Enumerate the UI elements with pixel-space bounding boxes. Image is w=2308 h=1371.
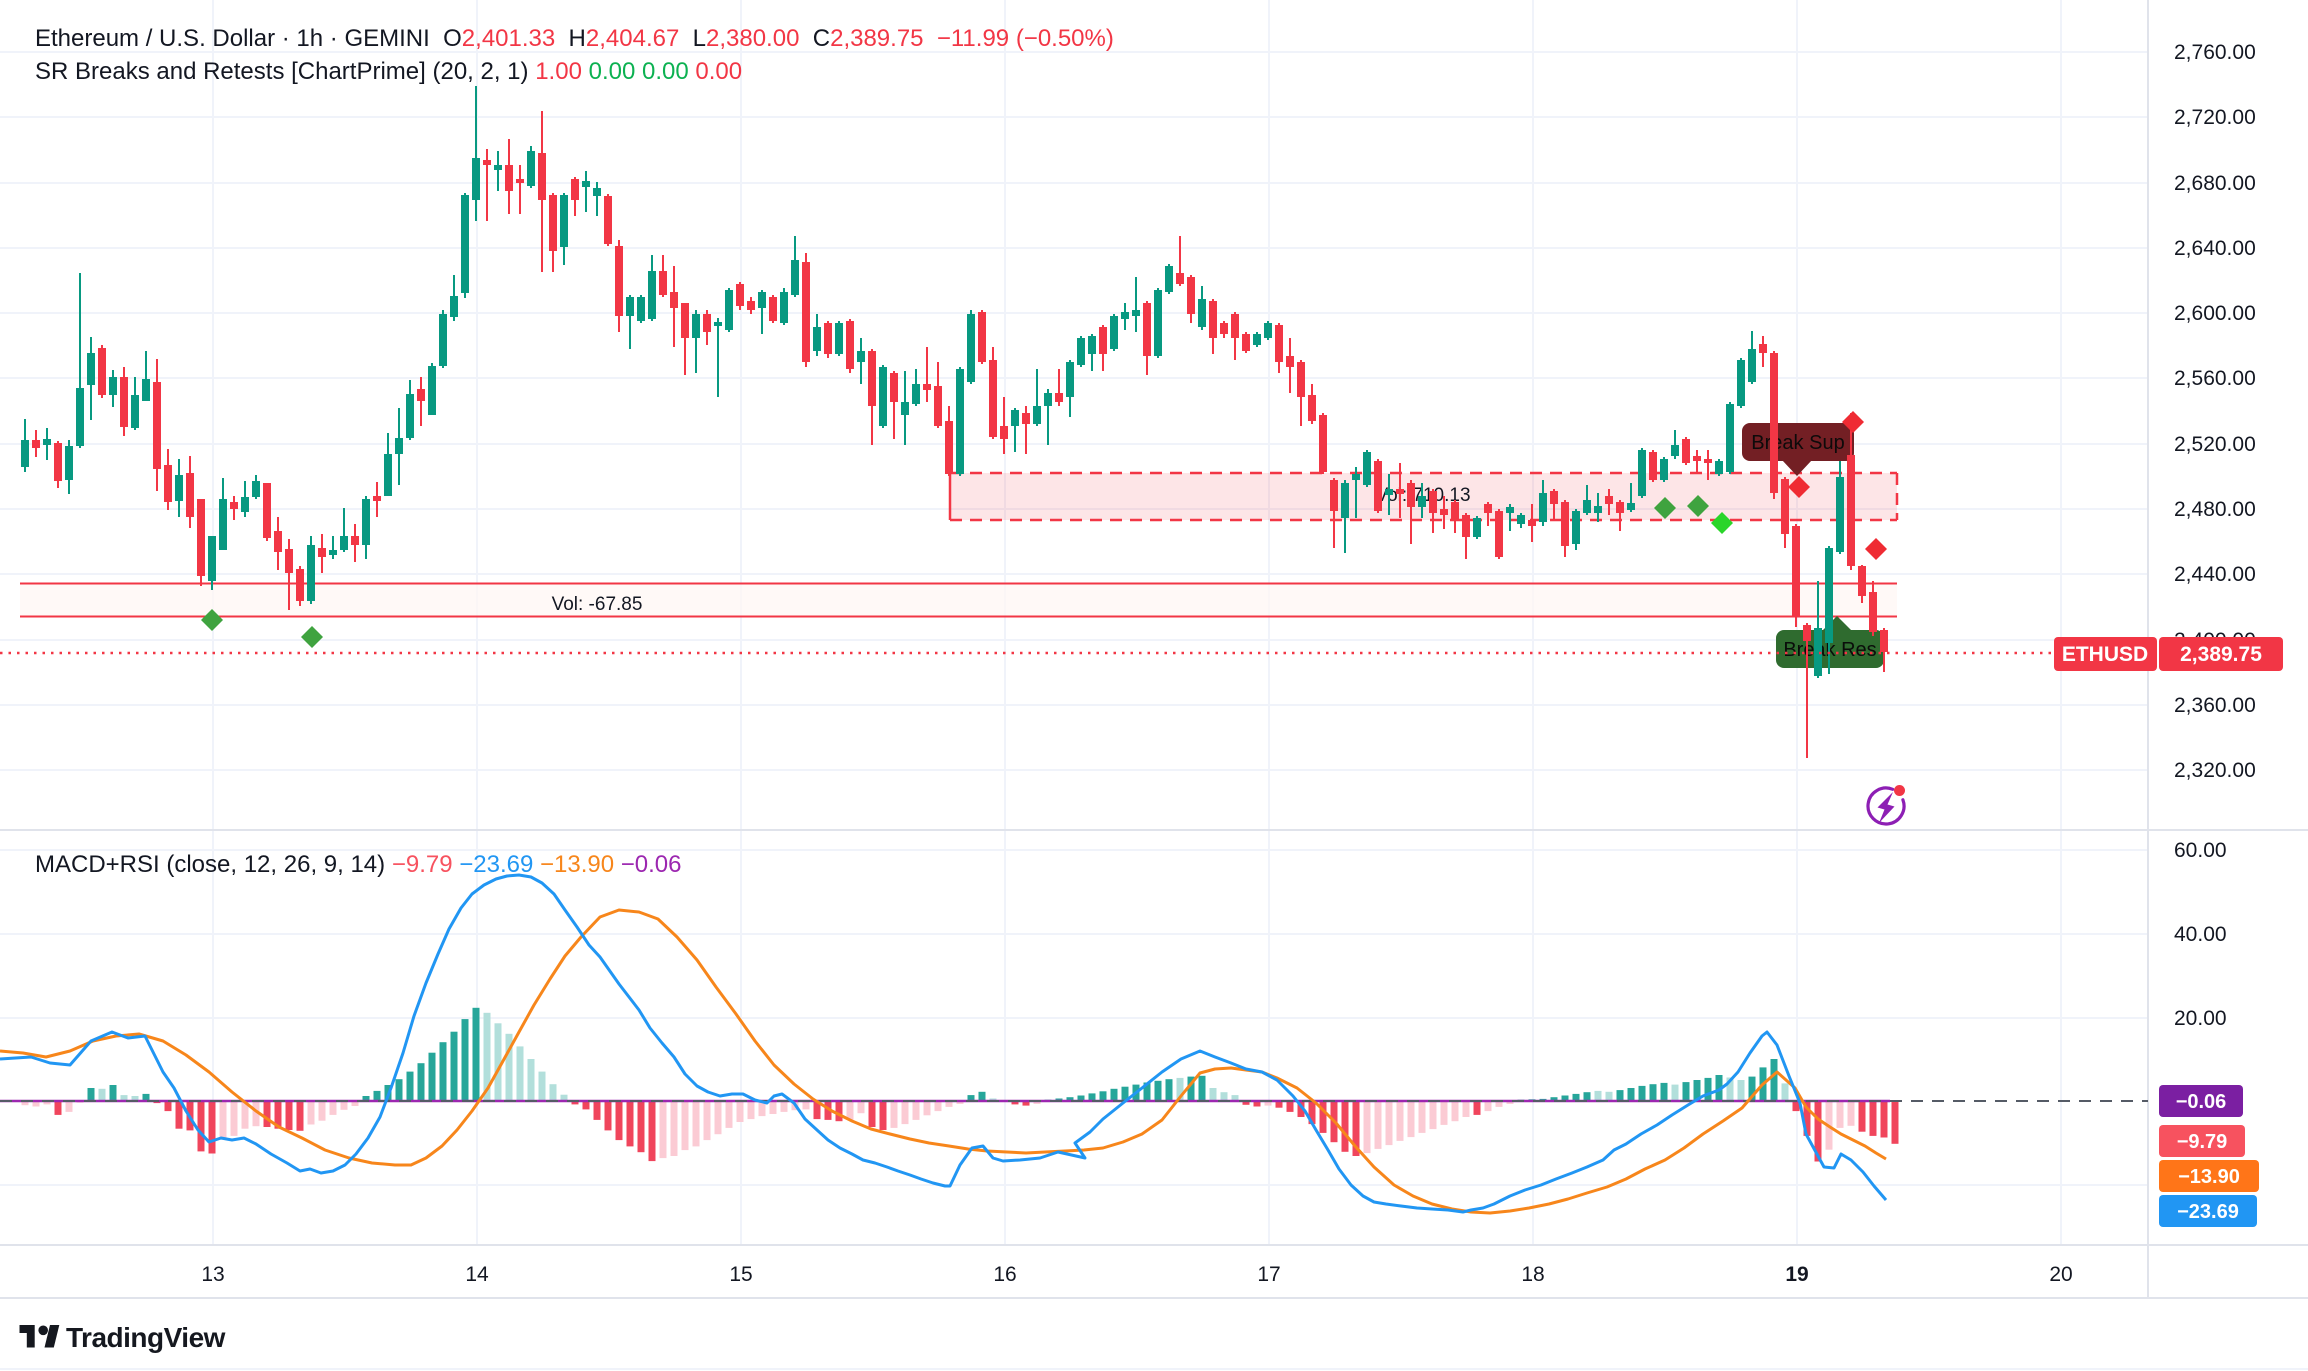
svg-text:−0.06: −0.06 [2176, 1091, 2227, 1113]
svg-text:−9.79: −9.79 [2177, 1131, 2228, 1153]
svg-text:15: 15 [729, 1263, 752, 1286]
svg-text:2,760.00: 2,760.00 [2174, 41, 2256, 64]
svg-text:2,680.00: 2,680.00 [2174, 172, 2256, 195]
svg-text:2,640.00: 2,640.00 [2174, 237, 2256, 260]
svg-text:14: 14 [465, 1263, 489, 1286]
svg-text:60.00: 60.00 [2174, 839, 2227, 862]
svg-text:2,360.00: 2,360.00 [2174, 694, 2256, 717]
svg-text:20.00: 20.00 [2174, 1007, 2227, 1030]
svg-text:−23.69: −23.69 [2177, 1201, 2239, 1223]
svg-text:ETHUSD: ETHUSD [2062, 643, 2148, 666]
svg-text:16: 16 [993, 1263, 1016, 1286]
svg-text:−13.90: −13.90 [2178, 1166, 2240, 1188]
svg-text:17: 17 [1257, 1263, 1280, 1286]
svg-text:SR Breaks and Retests [ChartPr: SR Breaks and Retests [ChartPrime] (20, … [35, 58, 742, 85]
svg-text:Ethereum / U.S. Dollar · 1h ·: Ethereum / U.S. Dollar · 1h · GEMINI O2,… [35, 25, 1114, 52]
svg-text:13: 13 [201, 1263, 224, 1286]
svg-text:18: 18 [1521, 1263, 1544, 1286]
svg-text:2,520.00: 2,520.00 [2174, 433, 2256, 456]
svg-text:40.00: 40.00 [2174, 923, 2227, 946]
svg-text:2,440.00: 2,440.00 [2174, 563, 2256, 586]
svg-text:20: 20 [2049, 1263, 2072, 1286]
svg-text:Break Sup: Break Sup [1751, 432, 1844, 454]
svg-text:TradingView: TradingView [66, 1322, 226, 1353]
svg-text:2,480.00: 2,480.00 [2174, 498, 2256, 521]
svg-text:19: 19 [1785, 1263, 1808, 1286]
svg-text:2,560.00: 2,560.00 [2174, 367, 2256, 390]
svg-text:2,320.00: 2,320.00 [2174, 759, 2256, 782]
svg-text:Vol: -67.85: Vol: -67.85 [552, 594, 643, 615]
svg-text:2,389.75: 2,389.75 [2180, 643, 2262, 666]
svg-text:MACD+RSI (close, 12, 26, 9, 14: MACD+RSI (close, 12, 26, 9, 14) −9.79 −2… [35, 851, 681, 878]
svg-text:2,720.00: 2,720.00 [2174, 106, 2256, 129]
svg-text:2,600.00: 2,600.00 [2174, 302, 2256, 325]
